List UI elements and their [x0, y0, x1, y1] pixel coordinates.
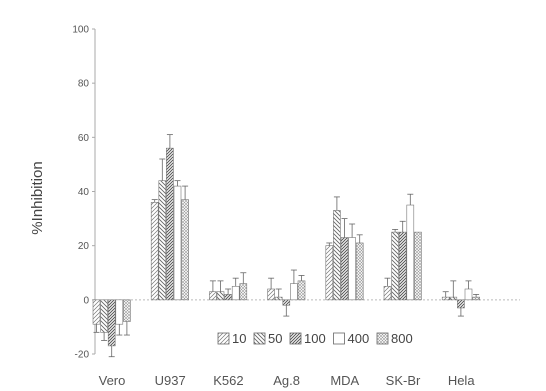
- bar-group-k562: [209, 272, 248, 301]
- y-tick-label: 60: [78, 133, 90, 144]
- bar: [166, 147, 174, 301]
- bar: [457, 299, 465, 309]
- bar: [92, 299, 101, 325]
- bar-group-ag-8: [267, 269, 306, 317]
- bar: [216, 291, 225, 301]
- legend-label: 10: [232, 331, 246, 346]
- bar: [231, 285, 240, 301]
- bar: [150, 202, 159, 301]
- bar: [173, 185, 182, 301]
- bar: [398, 231, 407, 301]
- legend-swatch: [217, 332, 230, 345]
- bar: [472, 296, 480, 301]
- bar: [209, 291, 217, 301]
- y-tick-label: -20: [75, 350, 90, 361]
- legend-swatch: [376, 332, 389, 345]
- bar: [123, 299, 131, 322]
- bar-group-sk-br: [383, 193, 422, 301]
- bar: [274, 296, 283, 301]
- bar: [267, 288, 275, 301]
- y-tick-label: 0: [83, 295, 89, 306]
- bar-group-mda: [325, 196, 364, 301]
- bars: [92, 134, 480, 358]
- bar-group-hela: [441, 280, 480, 317]
- legend-swatch: [333, 332, 345, 345]
- bar-group-u937: [150, 134, 189, 301]
- category-label: MDA: [330, 373, 359, 388]
- category-label: U937: [155, 373, 186, 388]
- bar: [340, 237, 349, 301]
- legend-item: 800: [376, 331, 413, 346]
- bar: [383, 285, 392, 301]
- bar-group-vero: [92, 299, 131, 358]
- bar: [325, 245, 334, 301]
- bar: [449, 296, 458, 301]
- bar: [406, 204, 415, 301]
- category-label: Vero: [99, 373, 126, 388]
- bar: [348, 237, 356, 301]
- y-tick-label: 40: [78, 187, 90, 198]
- bar: [355, 242, 364, 301]
- y-tick-label: 100: [72, 25, 89, 36]
- bar: [414, 231, 422, 301]
- bar: [181, 199, 189, 301]
- bar: [115, 299, 124, 325]
- bar: [290, 283, 298, 301]
- bar: [297, 280, 306, 301]
- legend-label: 800: [391, 331, 413, 346]
- legend-swatch: [253, 332, 266, 345]
- legend-item: 50: [253, 331, 282, 346]
- category-label: SK-Br: [386, 373, 421, 388]
- y-axis: -20 0 20 40 60 80 100: [72, 25, 96, 361]
- legend-label: 400: [348, 331, 370, 346]
- legend-label: 50: [268, 331, 282, 346]
- category-label: Ag.8: [273, 373, 300, 388]
- bar: [282, 299, 291, 306]
- category-label: K562: [213, 373, 243, 388]
- legend-item: 400: [333, 331, 370, 346]
- y-axis-label: %Inhibition: [29, 161, 46, 234]
- bar: [100, 299, 108, 333]
- legend-label: 100: [304, 331, 326, 346]
- legend-item: 10: [217, 331, 246, 346]
- legend: 10 50 100 400 800: [217, 331, 413, 346]
- y-tick-label: 20: [78, 241, 90, 252]
- bar: [464, 288, 473, 301]
- bar: [224, 294, 232, 301]
- bar: [239, 283, 248, 301]
- bar: [441, 296, 450, 301]
- bar: [333, 210, 341, 301]
- bar: [391, 231, 399, 301]
- legend-swatch: [289, 332, 302, 345]
- bar: [158, 180, 167, 301]
- legend-item: 100: [289, 331, 326, 346]
- y-tick-label: 80: [78, 79, 90, 90]
- bar: [107, 299, 116, 347]
- category-label: Hela: [448, 373, 476, 388]
- category-labels: Vero U937 K562 Ag.8 MDA SK-Br Hela: [99, 373, 476, 388]
